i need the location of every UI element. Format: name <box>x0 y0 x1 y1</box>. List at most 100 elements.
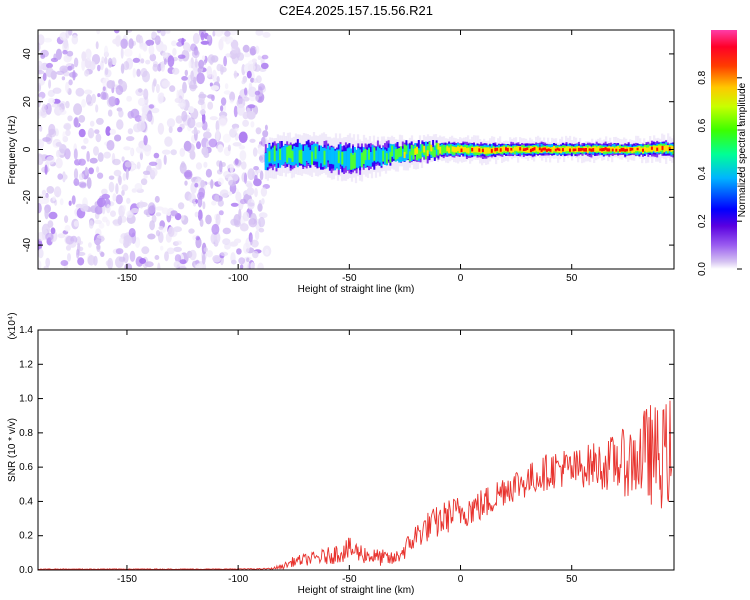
noise-speckle <box>38 42 41 52</box>
noise-speckle <box>183 171 192 178</box>
noise-speckle <box>116 119 124 130</box>
noise-speckle <box>213 231 221 244</box>
noise-speckle <box>211 55 219 63</box>
noise-speckle <box>98 222 105 229</box>
noise-speckle <box>55 157 63 169</box>
noise-speckle <box>112 158 121 166</box>
noise-speckle <box>40 49 49 58</box>
noise-speckle <box>187 117 196 129</box>
noise-speckle <box>65 30 70 39</box>
noise-speckle <box>126 210 134 219</box>
noise-speckle <box>247 104 256 109</box>
noise-speckle <box>144 261 154 268</box>
noise-speckle <box>218 210 224 216</box>
noise-speckle <box>147 233 156 240</box>
signal-cell <box>597 146 600 152</box>
snr-background <box>38 330 674 570</box>
signal-cell <box>528 147 531 153</box>
y-tick-label: 0.0 <box>19 565 33 576</box>
signal-cell <box>526 147 529 150</box>
noise-speckle <box>239 150 247 161</box>
noise-speckle <box>122 172 127 181</box>
noise-speckle <box>231 259 237 265</box>
signal-cell <box>519 147 522 151</box>
noise-speckle <box>155 230 161 237</box>
noise-speckle <box>88 242 92 248</box>
noise-speckle <box>229 99 234 104</box>
noise-speckle <box>207 94 215 99</box>
noise-speckle <box>60 260 69 266</box>
noise-speckle <box>115 194 123 205</box>
signal-cell <box>398 148 401 158</box>
noise-speckle <box>242 44 250 53</box>
noise-speckle <box>258 217 266 228</box>
colorbar: 0.0 0.2 0.4 0.6 0.8 Normalized spectral ampl… <box>697 30 748 276</box>
noise-speckle <box>123 234 132 247</box>
noise-speckle <box>203 247 208 253</box>
noise-speckle <box>222 238 231 246</box>
noise-speckle <box>109 128 117 135</box>
x-tick-label: 50 <box>566 273 578 284</box>
noise-speckle <box>152 63 159 72</box>
x-tick-label: -50 <box>342 574 357 585</box>
noise-speckle <box>94 129 100 135</box>
noise-speckle <box>94 205 103 215</box>
signal-cell <box>271 147 274 165</box>
noise-speckle <box>52 87 62 94</box>
noise-speckle <box>50 227 56 235</box>
noise-speckle <box>48 79 52 89</box>
noise-speckle <box>84 166 88 176</box>
signal-cell <box>416 146 418 154</box>
noise-speckle <box>212 254 222 263</box>
noise-speckle <box>182 42 191 51</box>
noise-speckle <box>215 213 221 226</box>
signal-cell <box>273 145 276 162</box>
signal-cell <box>385 153 388 164</box>
noise-speckle <box>71 195 76 205</box>
noise-speckle <box>217 199 224 207</box>
noise-speckle <box>96 30 101 35</box>
signal-cell <box>341 151 344 165</box>
noise-speckle <box>258 212 268 219</box>
noise-speckle <box>157 63 162 72</box>
signal-cell <box>540 148 543 152</box>
noise-speckle <box>46 156 55 165</box>
signal-cell <box>318 151 321 167</box>
noise-speckle <box>215 129 220 141</box>
signal-cell <box>392 144 395 159</box>
noise-speckle <box>53 186 62 198</box>
signal-cell <box>506 147 509 152</box>
noise-speckle <box>73 220 79 227</box>
signal-cell <box>442 144 445 153</box>
noise-speckle <box>242 119 250 127</box>
signal-cell <box>615 148 618 152</box>
noise-speckle <box>65 81 70 93</box>
x-tick-label: 0 <box>458 273 464 284</box>
noise-speckle <box>199 109 206 115</box>
noise-speckle <box>57 233 66 239</box>
noise-speckle <box>201 120 208 131</box>
signal-cell <box>444 146 447 154</box>
noise-speckle <box>218 38 224 51</box>
noise-speckle <box>210 85 220 91</box>
colorbar-tick-label: 0.0 <box>697 262 708 276</box>
spectrogram-x-axis-label: Height of straight line (km) <box>298 284 415 295</box>
signal-cell <box>403 144 406 156</box>
noise-speckle <box>246 111 256 120</box>
noise-speckle <box>48 211 58 220</box>
noise-speckle <box>73 178 80 187</box>
noise-speckle <box>141 111 146 124</box>
signal-cell <box>647 147 650 152</box>
noise-speckle <box>73 168 79 181</box>
signal-cell <box>665 145 668 151</box>
signal-cell <box>423 145 426 153</box>
noise-speckle <box>150 107 160 114</box>
signal-cell <box>266 147 269 168</box>
signal-cell <box>492 147 495 153</box>
noise-speckle <box>173 260 180 269</box>
noise-speckle <box>143 135 148 146</box>
signal-cell <box>426 150 429 157</box>
noise-speckle <box>132 57 141 63</box>
signal-cell <box>634 147 637 151</box>
noise-speckle <box>179 162 187 174</box>
